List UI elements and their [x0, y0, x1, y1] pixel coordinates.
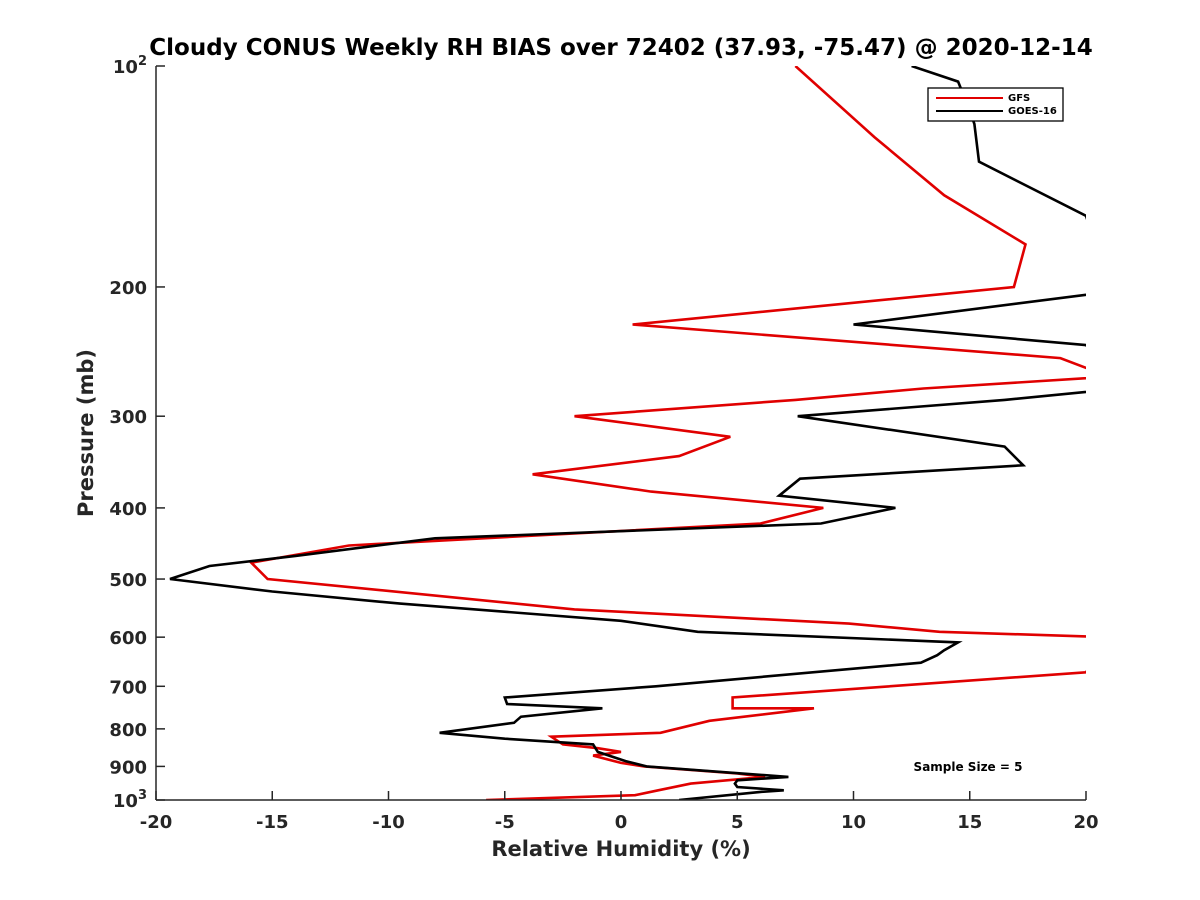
series-line-goes16 — [169, 66, 1086, 800]
y-tick-label: 900 — [109, 757, 147, 778]
x-tick-label: 0 — [615, 812, 628, 833]
x-tick-label: 5 — [731, 812, 744, 833]
legend: GFS GOES-16 — [927, 87, 1064, 122]
series-layer — [169, 66, 1086, 800]
y-tick-label: 200 — [109, 278, 147, 299]
x-tick-label: 10 — [841, 812, 866, 833]
y-tick-label: 800 — [109, 720, 147, 741]
x-tick-label: 15 — [957, 812, 982, 833]
x-tick-label: -5 — [495, 812, 515, 833]
x-tick-label: -20 — [140, 812, 173, 833]
y-tick-label: 102 — [113, 54, 147, 78]
y-tick-label: 300 — [109, 407, 147, 428]
y-tick-label: 103 — [113, 788, 147, 812]
y-tick-label: 600 — [109, 628, 147, 649]
series-line-gfs — [248, 66, 1086, 800]
chart-title: Cloudy CONUS Weekly RH BIAS over 72402 (… — [149, 35, 1092, 61]
legend-label-gfs: GFS — [1008, 93, 1030, 104]
x-tick-label: 20 — [1073, 812, 1098, 833]
sample-size-annotation: Sample Size = 5 — [914, 760, 1023, 774]
x-axis-label: Relative Humidity (%) — [491, 837, 750, 861]
x-axis-ticks: -20 -15 -10 -5 0 5 10 15 20 — [140, 791, 1099, 833]
y-axis-label: Pressure (mb) — [74, 349, 98, 517]
y-axis-ticks: 102 200 300 400 500 600 700 800 900 103 — [109, 54, 165, 812]
x-tick-label: -10 — [372, 812, 405, 833]
y-tick-label: 400 — [109, 499, 147, 520]
legend-label-goes16: GOES-16 — [1008, 106, 1057, 117]
y-tick-label: 500 — [109, 570, 147, 591]
legend-box — [927, 87, 1064, 122]
y-tick-label: 700 — [109, 677, 147, 698]
x-tick-label: -15 — [256, 812, 289, 833]
